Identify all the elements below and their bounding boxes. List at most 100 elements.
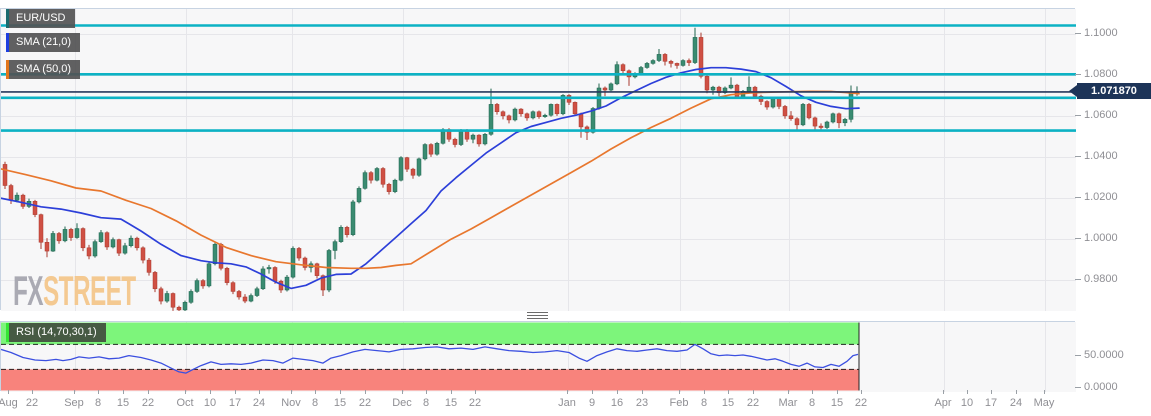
time-tick-label: 15 — [830, 397, 844, 409]
time-tick-label: Feb — [669, 397, 689, 409]
time-tick-label: 17 — [228, 397, 242, 409]
price-tick — [1075, 32, 1081, 34]
rsi-tick — [1075, 386, 1081, 388]
sma21-color-chip — [6, 33, 9, 52]
time-tick-label: Jan — [558, 397, 576, 409]
time-tick — [185, 390, 186, 394]
sma21-legend[interactable]: SMA (21,0) — [6, 33, 81, 52]
time-tick — [753, 390, 754, 394]
time-tick-label: 8 — [422, 397, 430, 409]
candlestick-canvas[interactable] — [0, 9, 1076, 316]
time-tick — [148, 390, 149, 394]
time-tick — [123, 390, 124, 394]
time-tick — [475, 390, 476, 394]
time-tick — [728, 390, 729, 394]
time-tick-label: Oct — [176, 397, 194, 409]
time-tick-label: Apr — [934, 397, 952, 409]
rsi-canvas[interactable] — [0, 322, 1076, 397]
time-tick-label: 15 — [333, 397, 347, 409]
time-tick-label: 17 — [984, 397, 998, 409]
time-tick — [812, 390, 813, 394]
time-tick — [235, 390, 236, 394]
sma50-label: SMA (50,0) — [9, 60, 81, 79]
time-tick-label: 22 — [141, 397, 155, 409]
time-tick — [8, 390, 9, 394]
price-badge-arrow-icon — [1069, 85, 1077, 97]
time-tick — [788, 390, 789, 394]
time-tick — [991, 390, 992, 394]
time-tick-label: 22 — [358, 397, 372, 409]
rsi-label: RSI (14,70,30,1) — [9, 323, 106, 342]
rsi-tick-label: 50.0000 — [1084, 349, 1124, 362]
time-tick — [259, 390, 260, 394]
price-tick — [1075, 155, 1081, 157]
time-tick-label: 9 — [588, 397, 596, 409]
time-tick-label: 15 — [721, 397, 735, 409]
price-chart-panel[interactable]: FXSTREET — [0, 8, 1076, 316]
time-tick-label: Nov — [281, 397, 301, 409]
fxstreet-watermark: FXSTREET — [13, 267, 136, 315]
sma50-legend[interactable]: SMA (50,0) — [6, 60, 81, 79]
price-tick-label: 1.1000 — [1084, 26, 1118, 39]
watermark-street: STREET — [42, 267, 136, 314]
symbol-legend[interactable]: EUR/USD — [6, 9, 75, 28]
symbol-label: EUR/USD — [9, 9, 75, 28]
time-tick — [451, 390, 452, 394]
time-tick-label: 15 — [444, 397, 458, 409]
time-tick — [617, 390, 618, 394]
time-tick — [592, 390, 593, 394]
rsi-legend[interactable]: RSI (14,70,30,1) — [6, 323, 106, 342]
time-tick-label: 22 — [25, 397, 39, 409]
price-tick — [1075, 237, 1081, 239]
time-tick — [704, 390, 705, 394]
time-tick — [642, 390, 643, 394]
price-tick-label: 1.0000 — [1084, 231, 1118, 244]
time-tick — [291, 390, 292, 394]
time-tick-label: 15 — [116, 397, 130, 409]
time-tick-label: 8 — [94, 397, 102, 409]
rsi-color-chip — [6, 323, 9, 342]
time-tick-label: 16 — [610, 397, 624, 409]
watermark-fx: FX — [13, 267, 44, 314]
price-tick-label: 1.0400 — [1084, 149, 1118, 162]
sma21-label: SMA (21,0) — [9, 33, 81, 52]
time-tick-label: 24 — [1009, 397, 1023, 409]
price-tick — [1075, 114, 1081, 116]
time-tick-label: 23 — [635, 397, 649, 409]
time-tick — [967, 390, 968, 394]
time-tick — [679, 390, 680, 394]
price-tick-label: 1.0600 — [1084, 108, 1118, 121]
time-tick — [943, 390, 944, 394]
time-tick-label: 24 — [252, 397, 266, 409]
time-tick-label: 22 — [468, 397, 482, 409]
time-tick — [74, 390, 75, 394]
time-tick-label: Mar — [778, 397, 798, 409]
time-tick — [210, 390, 211, 394]
time-tick-label: 22 — [854, 397, 868, 409]
time-tick-label: 8 — [808, 397, 816, 409]
time-tick — [32, 390, 33, 394]
price-tick — [1075, 196, 1081, 198]
last-price-badge: 1.071870 — [1077, 83, 1151, 99]
time-tick-label: Dec — [392, 397, 412, 409]
price-tick — [1075, 73, 1081, 75]
time-tick — [315, 390, 316, 394]
price-tick-label: 1.0200 — [1084, 190, 1118, 203]
time-tick-label: 22 — [746, 397, 760, 409]
time-tick-label: Sep — [64, 397, 84, 409]
time-tick-label: Aug — [0, 397, 18, 409]
rsi-tick — [1075, 355, 1081, 357]
time-tick — [1044, 390, 1045, 394]
symbol-color-chip — [6, 9, 9, 28]
sma50-color-chip — [6, 60, 9, 79]
time-tick-label: 10 — [960, 397, 974, 409]
time-tick — [365, 390, 366, 394]
panel-resize-handle-icon[interactable] — [527, 312, 548, 319]
time-tick — [1016, 390, 1017, 394]
time-tick-label: 8 — [700, 397, 708, 409]
rsi-indicator-panel[interactable] — [0, 321, 1076, 392]
price-tick — [1075, 278, 1081, 280]
time-tick — [402, 390, 403, 394]
time-tick-label: 10 — [203, 397, 217, 409]
price-tick-label: 1.0800 — [1084, 67, 1118, 80]
